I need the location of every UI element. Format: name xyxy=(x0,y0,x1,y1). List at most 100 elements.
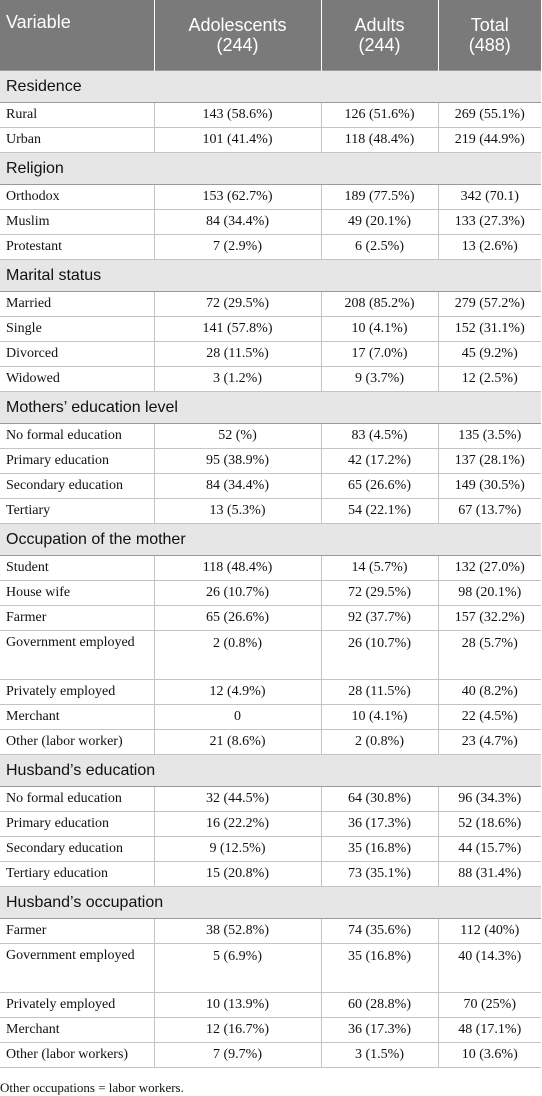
cell-adolescents: 28 (11.5%) xyxy=(154,341,322,367)
cell-adolescents: 84 (34.4%) xyxy=(154,209,322,235)
cell-adolescents: 65 (26.6%) xyxy=(154,605,322,631)
cell-adolescents: 153 (62.7%) xyxy=(154,184,322,210)
row-label: Single xyxy=(0,316,155,342)
cell-total: 28 (5.7%) xyxy=(438,630,541,680)
cell-adolescents: 141 (57.8%) xyxy=(154,316,322,342)
cell-adults: 60 (28.8%) xyxy=(321,992,439,1018)
row-label: Divorced xyxy=(0,341,155,367)
row-label: No formal education xyxy=(0,786,155,812)
cell-total: 10 (3.6%) xyxy=(438,1042,541,1068)
cell-adolescents: 9 (12.5%) xyxy=(154,836,322,862)
row-label: Widowed xyxy=(0,366,155,392)
table-row: Tertiary 13 (5.3%) 54 (22.1%) 67 (13.7%) xyxy=(0,498,541,524)
row-label: Tertiary xyxy=(0,498,155,524)
section-header-row: Residence xyxy=(0,70,541,103)
table-row: Divorced 28 (11.5%) 17 (7.0%) 45 (9.2%) xyxy=(0,341,541,367)
cell-total: 44 (15.7%) xyxy=(438,836,541,862)
table-row: Privately employed 12 (4.9%) 28 (11.5%) 40 … xyxy=(0,679,541,705)
table-row: Farmer 38 (52.8%) 74 (35.6%) 112 (40%) xyxy=(0,918,541,944)
table-row: Merchant 0 10 (4.1%) 22 (4.5%) xyxy=(0,704,541,730)
cell-total: 88 (31.4%) xyxy=(438,861,541,887)
cell-adolescents: 12 (16.7%) xyxy=(154,1017,322,1043)
section-header-row: Marital status xyxy=(0,259,541,292)
section-header-row: Husband’s occupation xyxy=(0,886,541,919)
row-label: Government employed xyxy=(0,630,155,680)
table-row: Farmer 65 (26.6%) 92 (37.7%) 157 (32.2%) xyxy=(0,605,541,631)
row-label: Tertiary education xyxy=(0,861,155,887)
cell-total: 52 (18.6%) xyxy=(438,811,541,837)
cell-total: 12 (2.5%) xyxy=(438,366,541,392)
cell-total: 269 (55.1%) xyxy=(438,102,541,128)
table-row: Secondary education 84 (34.4%) 65 (26.6%) 1… xyxy=(0,473,541,499)
column-header-total-label: Total xyxy=(470,15,509,35)
column-header-adolescents-n: (244) xyxy=(216,35,259,55)
table-row: Single 141 (57.8%) 10 (4.1%) 152 (31.1%) xyxy=(0,316,541,342)
section-title: Residence xyxy=(0,70,541,103)
cell-adolescents: 16 (22.2%) xyxy=(154,811,322,837)
cell-total: 149 (30.5%) xyxy=(438,473,541,499)
table-row: Orthodox 153 (62.7%) 189 (77.5%) 342 (70.1) xyxy=(0,184,541,210)
cell-adults: 26 (10.7%) xyxy=(321,630,439,680)
cell-total: 40 (8.2%) xyxy=(438,679,541,705)
row-label: Secondary education xyxy=(0,473,155,499)
cell-total: 70 (25%) xyxy=(438,992,541,1018)
row-label: Urban xyxy=(0,127,155,153)
row-label: Primary education xyxy=(0,448,155,474)
table-row: Primary education 16 (22.2%) 36 (17.3%) 52 … xyxy=(0,811,541,837)
row-label: Other (labor workers) xyxy=(0,1042,155,1068)
table-footnote: Other occupations = labor workers. xyxy=(0,1080,184,1095)
table-row: House wife 26 (10.7%) 72 (29.5%) 98 (20.1%) xyxy=(0,580,541,606)
cell-total: 22 (4.5%) xyxy=(438,704,541,730)
row-label: Privately employed xyxy=(0,679,155,705)
cell-adolescents: 143 (58.6%) xyxy=(154,102,322,128)
cell-total: 45 (9.2%) xyxy=(438,341,541,367)
cell-adolescents: 0 xyxy=(154,704,322,730)
cell-total: 67 (13.7%) xyxy=(438,498,541,524)
cell-adults: 42 (17.2%) xyxy=(321,448,439,474)
cell-adults: 54 (22.1%) xyxy=(321,498,439,524)
cell-adults: 17 (7.0%) xyxy=(321,341,439,367)
row-label: Primary education xyxy=(0,811,155,837)
cell-adolescents: 3 (1.2%) xyxy=(154,366,322,392)
cell-adults: 6 (2.5%) xyxy=(321,234,439,260)
cell-adults: 73 (35.1%) xyxy=(321,861,439,887)
row-label: Student xyxy=(0,555,155,581)
row-label: Farmer xyxy=(0,918,155,944)
row-label: House wife xyxy=(0,580,155,606)
cell-total: 279 (57.2%) xyxy=(438,291,541,317)
cell-adolescents: 101 (41.4%) xyxy=(154,127,322,153)
row-label: Rural xyxy=(0,102,155,128)
section-title: Religion xyxy=(0,152,541,185)
cell-total: 132 (27.0%) xyxy=(438,555,541,581)
cell-adults: 74 (35.6%) xyxy=(321,918,439,944)
cell-adults: 10 (4.1%) xyxy=(321,316,439,342)
cell-adolescents: 118 (48.4%) xyxy=(154,555,322,581)
cell-adults: 118 (48.4%) xyxy=(321,127,439,153)
cell-adults: 9 (3.7%) xyxy=(321,366,439,392)
section-title: Marital status xyxy=(0,259,541,292)
cell-adults: 10 (4.1%) xyxy=(321,704,439,730)
cell-adolescents: 21 (8.6%) xyxy=(154,729,322,755)
cell-adults: 36 (17.3%) xyxy=(321,1017,439,1043)
cell-total: 13 (2.6%) xyxy=(438,234,541,260)
cell-adolescents: 7 (9.7%) xyxy=(154,1042,322,1068)
cell-adults: 64 (30.8%) xyxy=(321,786,439,812)
row-label: Secondary education xyxy=(0,836,155,862)
cell-adolescents: 10 (13.9%) xyxy=(154,992,322,1018)
cell-adults: 126 (51.6%) xyxy=(321,102,439,128)
row-label: Merchant xyxy=(0,704,155,730)
table-row: Widowed 3 (1.2%) 9 (3.7%) 12 (2.5%) xyxy=(0,366,541,392)
table-row: Other (labor workers) 7 (9.7%) 3 (1.5%) 10 … xyxy=(0,1042,541,1068)
cell-adults: 72 (29.5%) xyxy=(321,580,439,606)
cell-total: 40 (14.3%) xyxy=(438,943,541,993)
cell-adults: 36 (17.3%) xyxy=(321,811,439,837)
row-label: Privately employed xyxy=(0,992,155,1018)
cell-adolescents: 52 (%) xyxy=(154,423,322,449)
cell-adolescents: 38 (52.8%) xyxy=(154,918,322,944)
cell-total: 98 (20.1%) xyxy=(438,580,541,606)
cell-adults: 14 (5.7%) xyxy=(321,555,439,581)
column-header-adults: Adults (244) xyxy=(321,0,439,71)
section-header-row: Occupation of the mother xyxy=(0,523,541,556)
cell-total: 342 (70.1) xyxy=(438,184,541,210)
cell-adolescents: 32 (44.5%) xyxy=(154,786,322,812)
